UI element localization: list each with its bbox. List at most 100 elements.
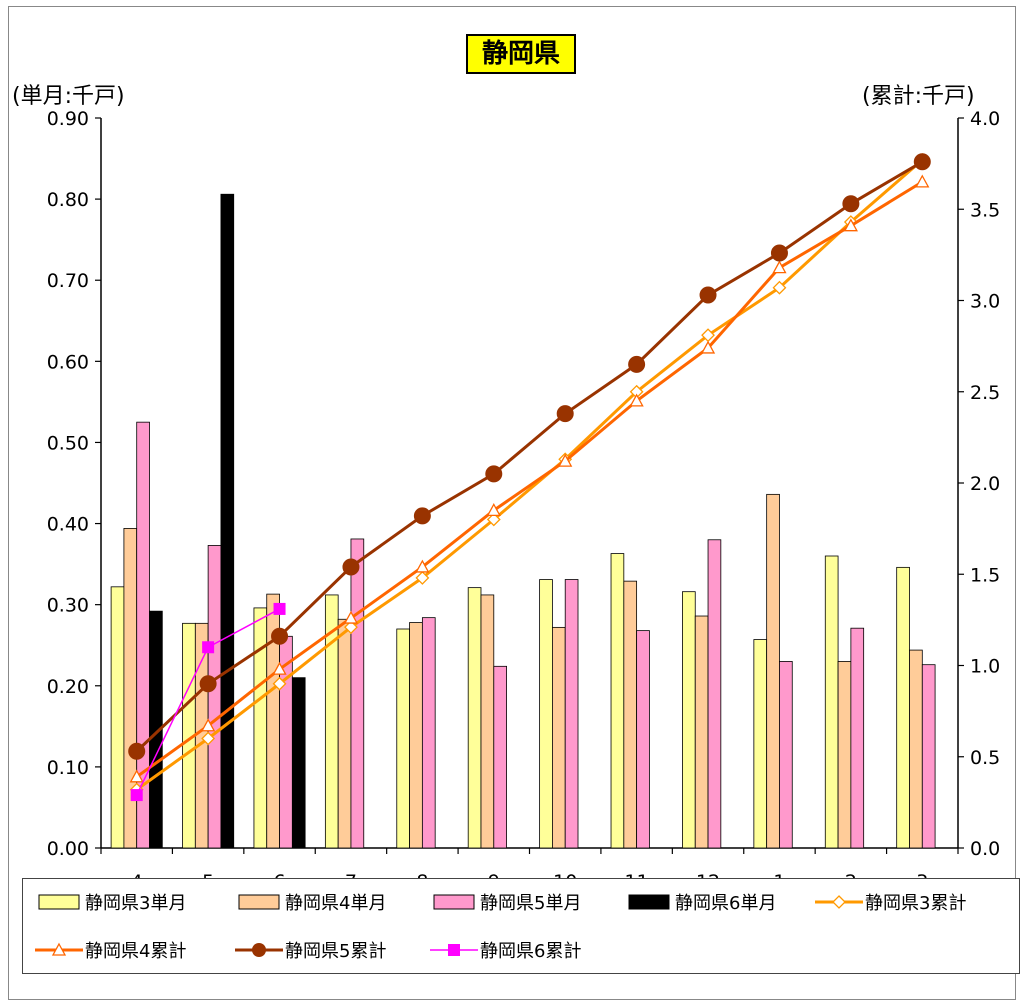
legend-label: 静岡県4累計 (85, 941, 187, 962)
y-right-tick-label: 4.0 (970, 108, 1000, 130)
legend-item: 静岡県3単月 (33, 889, 186, 915)
x-tick-label: 7 (345, 871, 357, 880)
bar (253, 607, 268, 849)
legend-symbol (815, 895, 863, 909)
bar (552, 626, 566, 849)
y-right-tick-label: 0.5 (970, 747, 1000, 769)
bar (396, 628, 410, 849)
line-point (628, 355, 646, 373)
bar (337, 618, 352, 849)
line-point (770, 244, 788, 262)
y-right-tick-label: 0.0 (970, 838, 1000, 860)
line-point (272, 661, 287, 675)
x-tick-label: 10 (553, 871, 577, 880)
y-right-tick-label: 1.0 (970, 656, 1000, 678)
legend-item: 静岡県6累計 (428, 937, 581, 963)
line-point (556, 405, 574, 423)
y-left-tick-label: 0.70 (47, 270, 89, 292)
y-left-tick-label: 0.60 (47, 351, 89, 373)
line-point (202, 641, 215, 654)
line-point (915, 174, 930, 188)
bar (909, 649, 923, 849)
bar (110, 586, 125, 849)
line-point (700, 340, 716, 354)
x-tick-label: 8 (416, 871, 428, 880)
legend-item: 静岡県5単月 (428, 889, 581, 915)
y-right-tick-label: 3.0 (970, 291, 1000, 313)
chart-plot: 0.00 0.10 0.20 0.30 0.40 0.50 0.60 0.70 0.80 0.90… (47, 108, 1001, 880)
legend-label: 静岡県5単月 (480, 893, 582, 914)
bar (850, 627, 865, 849)
line-point (271, 627, 289, 645)
bar (636, 630, 650, 849)
bar (837, 661, 852, 849)
bar (350, 538, 365, 849)
legend-symbol (38, 894, 80, 910)
line-point (843, 218, 858, 232)
series-line (135, 160, 924, 753)
bar (921, 664, 936, 849)
line-point (772, 280, 787, 295)
legend-symbol (235, 943, 283, 957)
bar (291, 677, 306, 849)
x-tick-label: 4 (131, 871, 143, 880)
y-right-tick-label: 2.5 (970, 382, 1000, 404)
line-point (128, 742, 146, 760)
bar (220, 193, 235, 849)
legend-item: 静岡県5累計 (233, 937, 386, 963)
x-tick-label: 12 (696, 871, 720, 880)
bar (467, 587, 482, 849)
legend-label: 静岡県3単月 (85, 893, 187, 914)
legend-label: 静岡県3累計 (865, 893, 967, 914)
legend-item: 静岡県3累計 (813, 889, 966, 915)
line-point (415, 559, 430, 573)
line-point (273, 602, 286, 615)
series-line (135, 158, 924, 791)
y-left-tick-label: 0.20 (47, 676, 89, 698)
legend-symbol (433, 894, 475, 910)
line-point (699, 286, 717, 304)
bar (766, 493, 780, 849)
line-point (272, 676, 287, 691)
bar (682, 591, 696, 849)
bar (539, 579, 553, 849)
bar (493, 665, 507, 849)
legend: 静岡県3単月 静岡県4単月 静岡県5単月 静岡県6単月 静岡県3累計静岡県4累計 静岡県5… (22, 878, 1020, 974)
bar (779, 661, 793, 849)
legend-label: 静岡県6単月 (675, 893, 777, 914)
y-left-tick-label: 0.00 (47, 838, 89, 860)
line-point (413, 507, 431, 525)
line-point (415, 570, 430, 585)
y-right-axis-label: (累計:千戸) (862, 84, 975, 109)
line-point (485, 465, 503, 483)
line-point (344, 620, 358, 635)
x-tick-label: 5 (202, 871, 214, 880)
bar (409, 622, 423, 849)
y-right-tick-label: 1.5 (970, 564, 1000, 586)
bar (694, 615, 709, 849)
bar (707, 539, 722, 849)
y-left-tick-label: 0.80 (47, 189, 89, 211)
legend-label: 静岡県6累計 (480, 941, 582, 962)
line-point (629, 393, 644, 407)
line-point (842, 195, 860, 213)
x-tick-label: 2 (845, 871, 857, 880)
bar (623, 580, 638, 849)
y-right-tick-label: 2.0 (970, 473, 1000, 495)
y-left-tick-label: 0.10 (47, 757, 89, 779)
bar (824, 555, 839, 849)
line-point (129, 769, 144, 783)
line-point (558, 453, 573, 467)
bar (480, 594, 495, 849)
line-point (486, 503, 501, 517)
x-tick-label: 9 (488, 871, 500, 880)
bar (610, 553, 625, 849)
line-point (201, 718, 216, 732)
line-point (772, 260, 787, 274)
y-right-tick-label: 3.5 (970, 199, 1000, 221)
legend-label: 静岡県5累計 (285, 941, 387, 962)
legend-symbol (430, 944, 478, 956)
x-tick-label: 11 (625, 871, 649, 880)
legend-label: 静岡県4単月 (285, 893, 387, 914)
y-left-tick-label: 0.40 (47, 514, 89, 536)
